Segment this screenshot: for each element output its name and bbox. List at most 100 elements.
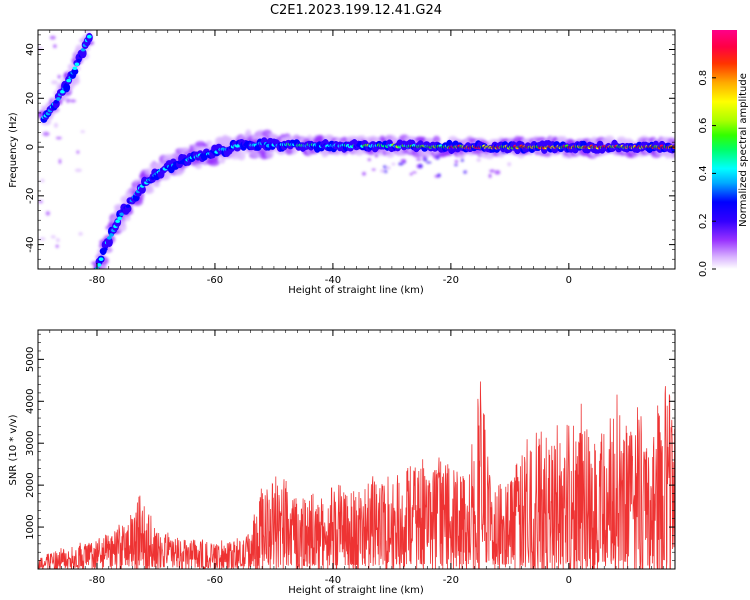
heatmap-speckle — [400, 158, 407, 163]
heatmap-speckle — [378, 151, 384, 157]
heatmap-core-cell — [55, 97, 61, 101]
heatmap-speckle — [409, 172, 413, 176]
heatmap-halo-cell — [432, 135, 441, 144]
heatmap-speckle — [425, 161, 432, 164]
heatmap-speckle — [76, 150, 80, 154]
heatmap-speckle — [422, 153, 427, 156]
heatmap-core-cell — [119, 212, 125, 217]
heatmap-cell — [138, 185, 146, 194]
colorbar-label: Normalized spectral amplitude — [738, 73, 749, 227]
heatmap-halo-cell — [83, 30, 93, 33]
heatmap-speckle — [80, 130, 85, 133]
heatmap-cell — [71, 68, 79, 75]
snr-xtick-label: -60 — [207, 575, 223, 586]
heatmap-speckle — [74, 168, 82, 173]
snr-ytick-label: 5000 — [25, 347, 36, 372]
heatmap-panel: -80 -60 -40 -20 0 -40 -20 0 20 40 Height of strai… — [8, 29, 676, 296]
heatmap-core-cell — [100, 251, 106, 256]
heatmap-speckle — [412, 171, 417, 174]
heatmap-core-cell — [76, 58, 82, 63]
heatmap-xtick-label: -40 — [325, 275, 341, 286]
heatmap-core — [40, 32, 675, 269]
heatmap-speckle — [53, 122, 59, 128]
heatmap-speckle — [507, 162, 512, 167]
snr-ytick-label: 4000 — [25, 389, 36, 414]
heatmap-speckle — [398, 162, 404, 166]
snr-ytick-label: 1000 — [25, 514, 36, 539]
snr-xtick-label: -20 — [443, 575, 459, 586]
colorbar-tick-label: 0.4 — [698, 165, 709, 181]
heatmap-speckle — [476, 158, 482, 162]
heatmap-speckle — [367, 158, 372, 162]
heatmap-ytick-label: -20 — [25, 188, 36, 204]
heatmap-core-cell — [117, 216, 123, 221]
heatmap-speckle — [432, 155, 438, 159]
heatmap-speckle — [416, 158, 422, 161]
heatmap-ytick-label: 0 — [25, 144, 36, 150]
heatmap-speckle — [477, 154, 483, 157]
heatmap-core-cell — [125, 204, 131, 208]
heatmap-speckle — [463, 170, 467, 174]
heatmap-xtick-label: -20 — [443, 275, 459, 286]
heatmap-speckle — [385, 166, 391, 170]
heatmap-speckle — [362, 171, 366, 176]
heatmap-speckle — [69, 99, 77, 103]
heatmap-speckle — [57, 74, 62, 79]
heatmap-speckle — [45, 211, 51, 216]
snr-panel: -80 -60 -40 -20 0 1000 2000 3000 4000 5000 Height… — [8, 329, 676, 596]
heatmap-speckle — [55, 136, 62, 140]
heatmap-speckle — [488, 173, 492, 179]
snr-xtick-label: -40 — [325, 575, 341, 586]
heatmap-speckle — [38, 200, 43, 204]
heatmap-speckle — [489, 169, 495, 173]
heatmap-halo-cell — [194, 163, 203, 170]
heatmap-xlabel: Height of straight line (km) — [288, 285, 424, 296]
heatmap-speckle — [379, 169, 386, 173]
colorbar-gradient — [712, 30, 737, 269]
heatmap-speckle — [78, 231, 83, 236]
heatmap-speckle — [50, 235, 56, 239]
heatmap-halo-cell — [379, 135, 386, 142]
heatmap-core-cell — [53, 100, 59, 104]
colorbar-tick-label: 0.2 — [698, 213, 709, 229]
heatmap-speckle — [49, 35, 56, 40]
heatmap-speckle — [58, 158, 62, 164]
heatmap-speckle — [494, 170, 501, 175]
heatmap-speckle — [52, 44, 57, 49]
heatmap-speckle — [437, 173, 441, 178]
heatmap-xtick-label: 0 — [566, 275, 572, 286]
heatmap-speckle — [42, 131, 50, 137]
heatmap-speckle — [454, 163, 458, 167]
heatmap-core-cell — [102, 247, 108, 252]
heatmap-core-cell — [115, 219, 121, 224]
heatmap-xtick-label: -60 — [207, 275, 223, 286]
heatmap-core-cell — [96, 263, 102, 267]
heatmap-ytick-label: 40 — [25, 43, 36, 56]
heatmap-speckle — [422, 155, 426, 159]
heatmap-speckle — [454, 159, 459, 164]
heatmap-halo-cell — [153, 181, 161, 188]
heatmap-speckle — [391, 162, 396, 166]
heatmap-ytick-label: -40 — [25, 236, 36, 252]
heatmap-halo-cell — [237, 151, 246, 161]
heatmap-speckle — [41, 105, 46, 109]
snr-ylabel: SNR (10 * v/v) — [8, 414, 19, 485]
snr-ytick-label: 2000 — [25, 472, 36, 497]
colorbar-tick-label: 0.6 — [698, 118, 709, 134]
heatmap-speckle — [383, 165, 387, 169]
heatmap-speckle — [65, 98, 71, 103]
colorbar-tick-label: 0.0 — [698, 261, 709, 277]
snr-ytick-label: 3000 — [25, 430, 36, 455]
heatmap-speckle — [51, 80, 59, 85]
snr-xlabel: Height of straight line (km) — [288, 585, 424, 596]
heatmap-speckle — [55, 244, 59, 249]
heatmap-core-cell — [72, 66, 78, 71]
figure-title: C2E1.2023.199.12.41.G24 — [270, 3, 442, 18]
heatmap-speckle — [409, 152, 416, 155]
snr-xtick-label: 0 — [566, 575, 572, 586]
heatmap-halo-cell — [124, 215, 131, 222]
heatmap-halo-cell — [205, 140, 213, 146]
heatmap-core-cell — [106, 236, 112, 240]
heatmap-cell — [105, 237, 113, 248]
heatmap-speckle — [418, 163, 423, 169]
